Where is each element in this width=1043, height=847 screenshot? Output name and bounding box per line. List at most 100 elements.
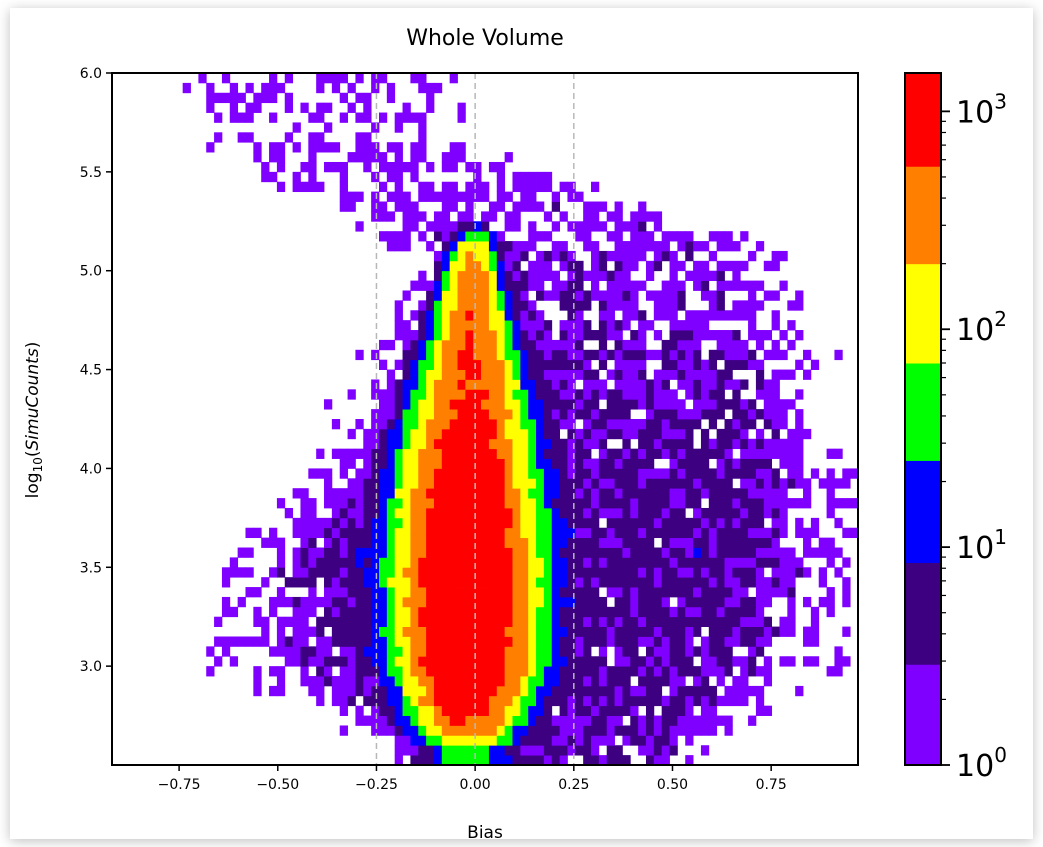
heatmap-cell — [724, 656, 733, 667]
heatmap-cell — [465, 339, 474, 351]
heatmap-cell — [457, 606, 466, 618]
heatmap-cell — [402, 626, 411, 637]
heatmap-cell — [606, 745, 615, 756]
heatmap-cell — [708, 626, 718, 637]
heatmap-cell — [653, 626, 663, 637]
heatmap-cell — [426, 191, 435, 202]
heatmap-cell — [331, 537, 341, 548]
heatmap-cell — [645, 260, 655, 272]
heatmap-cell — [606, 458, 615, 469]
heatmap-cell — [355, 705, 364, 716]
heatmap-cell — [418, 478, 427, 489]
heatmap-cell — [347, 577, 356, 588]
heatmap-cell — [755, 300, 765, 311]
heatmap-cell — [276, 537, 286, 548]
heatmap-cell — [457, 527, 466, 539]
heatmap-cell — [402, 231, 411, 242]
heatmap-cell — [826, 606, 835, 618]
heatmap-cell — [402, 557, 411, 568]
heatmap-cell — [473, 349, 482, 361]
heatmap-cell — [795, 290, 804, 301]
heatmap-cell — [716, 448, 725, 459]
heatmap-cell — [481, 626, 490, 637]
heatmap-cell — [441, 191, 451, 202]
heatmap-cell — [551, 626, 560, 637]
y-tick-label: 5.5 — [80, 165, 102, 181]
heatmap-cell — [645, 606, 655, 618]
heatmap-cell — [520, 389, 529, 400]
heatmap-cell — [810, 616, 820, 627]
heatmap-cell — [677, 666, 686, 677]
heatmap-cell — [834, 498, 843, 509]
heatmap-cell — [630, 359, 639, 370]
heatmap-cell — [598, 250, 608, 262]
heatmap-cell — [763, 705, 773, 716]
heatmap-cell — [606, 369, 615, 380]
heatmap-cell — [441, 181, 451, 193]
heatmap-cell — [316, 676, 325, 687]
heatmap-cell — [237, 92, 246, 104]
heatmap-cell — [488, 537, 498, 548]
heatmap-cell — [826, 596, 835, 608]
heatmap-cell — [638, 567, 647, 578]
heatmap-cell — [834, 666, 843, 677]
heatmap-cell — [269, 142, 278, 153]
heatmap-cell — [481, 211, 490, 222]
heatmap-cell — [261, 82, 270, 94]
heatmap-cell — [661, 250, 670, 262]
heatmap-cell — [700, 320, 710, 331]
heatmap-cell — [559, 507, 568, 519]
heatmap-cell — [528, 587, 537, 598]
heatmap-cell — [661, 468, 670, 479]
heatmap-cell — [583, 290, 592, 301]
heatmap-cell — [520, 320, 529, 331]
heatmap-cell — [245, 547, 254, 558]
heatmap-cell — [653, 587, 663, 598]
heatmap-cell — [630, 527, 639, 539]
heatmap-cell — [410, 359, 419, 370]
heatmap-cell — [465, 587, 474, 598]
heatmap-cell — [433, 330, 443, 341]
heatmap-cell — [441, 755, 451, 765]
heatmap-cell — [551, 191, 560, 202]
heatmap-cell — [371, 458, 380, 469]
heatmap-cell — [567, 537, 576, 548]
heatmap-cell — [708, 330, 718, 341]
heatmap-cell — [630, 478, 639, 489]
heatmap-cell — [543, 339, 553, 351]
heatmap-cell — [449, 250, 458, 262]
heatmap-cell — [433, 349, 443, 361]
heatmap-cell — [347, 428, 356, 440]
heatmap-cell — [826, 468, 835, 479]
heatmap-cell — [488, 270, 498, 281]
heatmap-cell — [779, 656, 788, 667]
heatmap-cell — [575, 685, 584, 697]
heatmap-cell — [614, 517, 623, 529]
heatmap-cell — [433, 250, 443, 262]
heatmap-cell — [481, 547, 490, 558]
heatmap-cell — [630, 646, 639, 657]
heatmap-cell — [512, 646, 521, 657]
heatmap-cell — [520, 606, 529, 618]
heatmap-cell — [410, 161, 419, 173]
heatmap-cell — [402, 735, 411, 746]
heatmap-cell — [410, 112, 419, 123]
heatmap-cell — [740, 498, 749, 509]
heatmap-cell — [347, 498, 356, 509]
heatmap-cell — [755, 389, 765, 400]
heatmap-cell — [457, 142, 466, 153]
heatmap-cell — [426, 82, 435, 94]
heatmap-cell — [441, 458, 451, 469]
heatmap-cell — [693, 517, 702, 529]
heatmap-cell — [449, 517, 458, 529]
heatmap-cell — [638, 517, 647, 529]
heatmap-cell — [512, 448, 521, 459]
heatmap-cell — [488, 409, 498, 420]
heatmap-cell — [284, 656, 294, 667]
heatmap-cell — [661, 735, 670, 746]
heatmap-cell — [700, 438, 710, 450]
heatmap-cell — [284, 616, 294, 627]
heatmap-cell — [363, 666, 372, 677]
heatmap-cell — [551, 577, 560, 588]
heatmap-cell — [661, 488, 670, 499]
